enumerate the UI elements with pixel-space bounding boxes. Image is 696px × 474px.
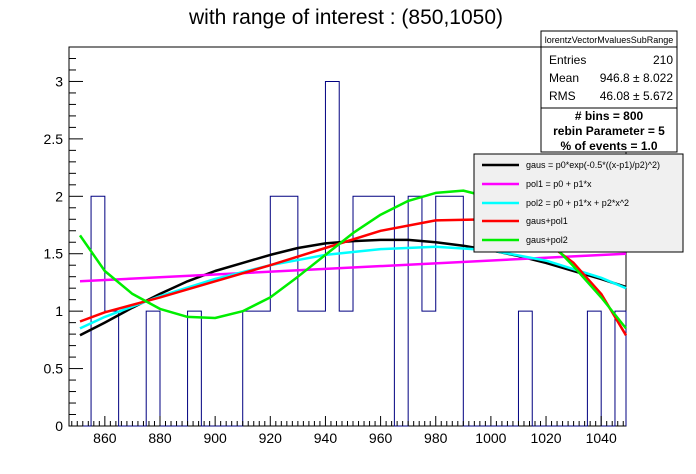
x-tick-label: 1040 (586, 430, 617, 446)
stats-rms-label: RMS (549, 89, 576, 103)
stats-entries-label: Entries (549, 53, 586, 67)
x-tick-label: 980 (424, 430, 448, 446)
x-tick-label: 900 (203, 430, 227, 446)
histogram-outline (77, 80, 627, 427)
stats-mean-value: 946.8 ± 8.022 (600, 71, 674, 85)
x-tick-label: 1000 (475, 430, 506, 446)
info-events: % of events = 1.0 (560, 139, 657, 153)
y-tick-label: 3 (55, 73, 63, 89)
x-tick-label: 880 (148, 430, 172, 446)
histogram (77, 80, 627, 427)
y-tick-label: 0 (55, 418, 63, 434)
info-box: # bins = 800 rebin Parameter = 5 % of ev… (540, 107, 678, 153)
stats-box-frame (540, 30, 678, 109)
info-bins: # bins = 800 (575, 109, 644, 123)
chart-title: with range of interest : (850,1050) (188, 6, 503, 29)
legend-label-gaus-pol2: gaus+pol2 (526, 235, 568, 245)
x-tick-label: 960 (369, 430, 393, 446)
fit-curve-gaus (79, 238, 627, 337)
legend-label-pol2: pol2 = p0 + p1*x + p2*x^2 (526, 198, 629, 208)
y-tick-label: 1 (55, 303, 63, 319)
stats-mean-label: Mean (549, 71, 579, 85)
y-axis: 0 0.5 1 1.5 2 2.5 3 (44, 46, 83, 434)
x-tick-label: 920 (259, 430, 283, 446)
y-tick-label: 0.5 (44, 361, 64, 377)
x-tick-label: 1020 (530, 430, 561, 446)
x-tick-label: 860 (93, 430, 117, 446)
info-rebin: rebin Parameter = 5 (553, 124, 665, 138)
legend-label-gaus-pol1: gaus+pol1 (526, 216, 568, 226)
x-tick-label: 940 (314, 430, 338, 446)
legend-label-gaus: gaus = p0*exp(-0.5*((x-p1)/p2)^2) (526, 160, 660, 170)
info-box-frame (540, 107, 678, 153)
stats-rms-value: 46.08 ± 5.672 (600, 89, 674, 103)
x-axis: 860 880 900 920 940 960 980 1000 1020 1040 (71, 416, 624, 446)
y-tick-label: 2 (55, 188, 63, 204)
legend-label-pol1: pol1 = p0 + p1*x (526, 179, 592, 189)
y-tick-label: 1.5 (44, 246, 64, 262)
stats-box-name: lorentzVectorMvaluesSubRange (545, 35, 674, 45)
stats-box: lorentzVectorMvaluesSubRange Entries 210… (540, 30, 678, 109)
legend: gaus = p0*exp(-0.5*((x-p1)/p2)^2) pol1 =… (473, 153, 684, 253)
stats-entries-value: 210 (653, 53, 673, 67)
fit-curve-gaus-pol1 (79, 218, 628, 336)
y-tick-label: 2.5 (44, 131, 64, 147)
